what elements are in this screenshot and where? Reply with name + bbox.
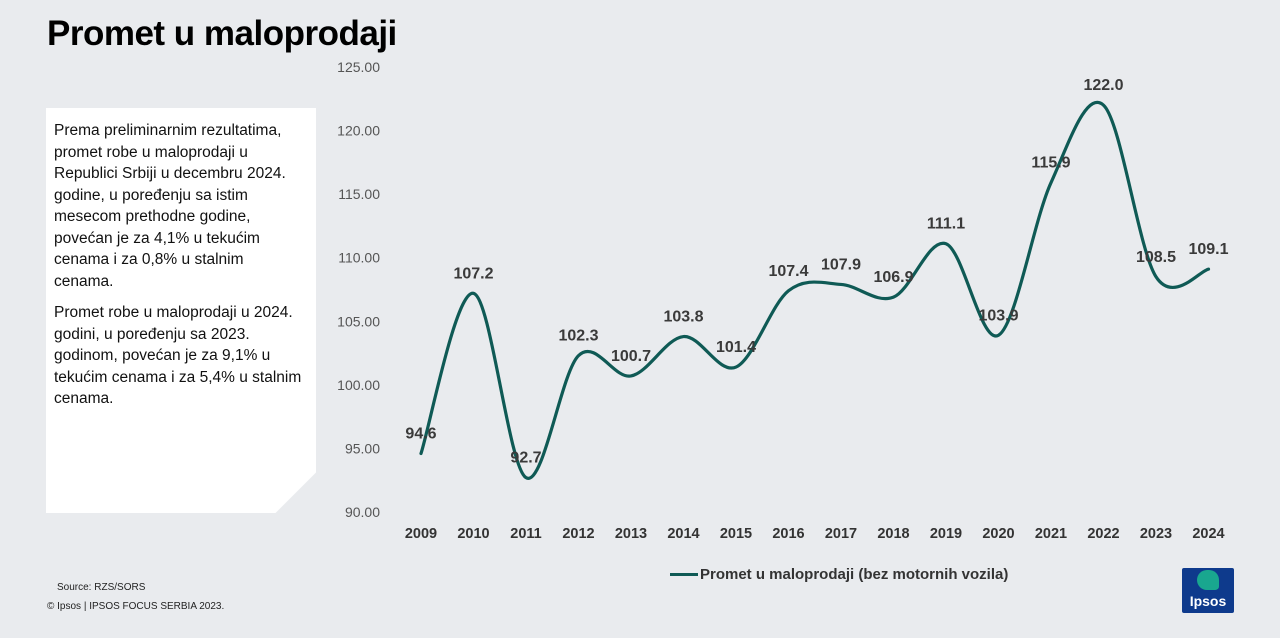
x-tick-label: 2010 bbox=[457, 526, 489, 542]
data-label: 107.9 bbox=[821, 256, 861, 273]
y-tick-label: 105.00 bbox=[337, 313, 380, 329]
x-tick-label: 2022 bbox=[1087, 526, 1119, 542]
logo-text: Ipsos bbox=[1189, 593, 1227, 609]
data-label: 115.9 bbox=[1031, 155, 1070, 172]
y-axis: 90.00 95.00 100.00 105.00 110.00 115.00 120.00… bbox=[337, 59, 380, 520]
copyright-note: © Ipsos | IPSOS FOCUS SERBIA 2023. bbox=[47, 601, 225, 612]
x-tick-label: 2024 bbox=[1192, 526, 1224, 542]
series-line bbox=[419, 101, 1211, 480]
x-tick-label: 2016 bbox=[772, 526, 804, 542]
data-label: 100.7 bbox=[611, 348, 651, 365]
x-tick-label: 2017 bbox=[825, 526, 857, 542]
legend-swatch bbox=[670, 573, 698, 576]
y-tick-label: 100.00 bbox=[337, 377, 380, 393]
data-label: 94.6 bbox=[405, 426, 436, 443]
page-title: Promet u maloprodaji bbox=[47, 14, 397, 53]
info-box: Prema preliminarnim rezultatima, promet … bbox=[46, 108, 316, 513]
x-tick-label: 2013 bbox=[615, 526, 647, 542]
legend: Promet u maloprodaji (bez motornih vozil… bbox=[670, 566, 1008, 583]
data-label: 103.8 bbox=[663, 309, 703, 326]
x-tick-label: 2020 bbox=[982, 526, 1014, 542]
y-tick-label: 120.00 bbox=[337, 123, 380, 139]
data-label: 108.5 bbox=[1136, 249, 1176, 266]
x-tick-label: 2015 bbox=[720, 526, 752, 542]
x-axis: 2009 2010 2011 2012 2013 2014 2015 2016 2017 2018… bbox=[405, 526, 1225, 542]
x-tick-label: 2023 bbox=[1140, 526, 1172, 542]
y-tick-label: 110.00 bbox=[338, 250, 380, 266]
data-label: 107.2 bbox=[453, 265, 493, 282]
x-tick-label: 2014 bbox=[667, 526, 699, 542]
ipsos-logo: Ipsos bbox=[1182, 568, 1234, 613]
data-label: 107.4 bbox=[768, 263, 808, 280]
info-paragraph-2: Promet robe u maloprodaji u 2024. godini… bbox=[54, 304, 302, 407]
info-paragraph-1: Prema preliminarnim rezultatima, promet … bbox=[54, 122, 286, 290]
data-label: 111.1 bbox=[927, 216, 965, 233]
x-tick-label: 2019 bbox=[930, 526, 962, 542]
y-tick-label: 90.00 bbox=[345, 504, 380, 520]
x-tick-label: 2021 bbox=[1035, 526, 1067, 542]
data-label: 122.0 bbox=[1083, 77, 1123, 94]
data-labels: 94.6 107.2 92.7 102.3 100.7 103.8 101.4 107.4 10… bbox=[405, 77, 1228, 467]
data-label: 102.3 bbox=[558, 328, 598, 345]
data-label: 109.1 bbox=[1188, 241, 1228, 258]
x-tick-label: 2011 bbox=[510, 526, 541, 542]
data-label: 106.9 bbox=[873, 269, 913, 286]
x-tick-label: 2009 bbox=[405, 526, 437, 542]
data-label: 103.9 bbox=[978, 307, 1018, 324]
logo-mark-icon bbox=[1197, 570, 1219, 590]
data-label: 101.4 bbox=[716, 339, 756, 356]
series-group bbox=[419, 101, 1211, 480]
y-tick-label: 95.00 bbox=[345, 440, 380, 456]
data-label: 92.7 bbox=[510, 450, 541, 467]
y-tick-label: 125.00 bbox=[337, 59, 380, 75]
source-note: Source: RZS/SORS bbox=[57, 582, 146, 593]
x-tick-label: 2012 bbox=[562, 526, 594, 542]
y-tick-label: 115.00 bbox=[338, 186, 380, 202]
x-tick-label: 2018 bbox=[877, 526, 909, 542]
legend-label: Promet u maloprodaji (bez motornih vozil… bbox=[700, 566, 1009, 583]
